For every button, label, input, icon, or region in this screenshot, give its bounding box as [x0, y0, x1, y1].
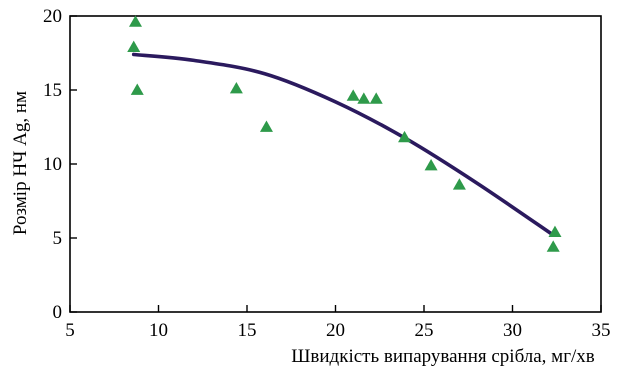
x-axis-label: Швидкість випарування срібла, мг/хв: [291, 346, 595, 367]
trend-line: [131, 52, 556, 237]
data-point: [127, 40, 141, 52]
data-point: [452, 178, 466, 190]
y-tick-label: 0: [53, 302, 63, 323]
plot-border: [69, 15, 602, 313]
x-tick-label: 35: [592, 320, 611, 341]
data-point: [548, 225, 562, 237]
y-tick-label: 10: [43, 154, 62, 175]
y-tick-label: 15: [43, 80, 62, 101]
data-point: [424, 158, 438, 171]
data-point: [229, 82, 243, 94]
data-point: [369, 92, 383, 104]
y-tick-label: 5: [53, 228, 63, 249]
data-point: [130, 83, 144, 95]
x-tick-label: 20: [326, 320, 345, 341]
data-point: [546, 240, 560, 252]
x-tick-label: 5: [65, 320, 75, 341]
x-tick-label: 10: [149, 320, 168, 341]
data-point: [128, 15, 142, 27]
x-tick-label: 15: [238, 320, 257, 341]
y-tick-label: 20: [43, 6, 62, 27]
x-tick-label: 25: [415, 320, 434, 341]
y-axis-label: Розмір НЧ Ag, нм: [10, 91, 31, 235]
data-point: [357, 92, 371, 104]
data-point: [259, 120, 273, 132]
x-axis: 5 10 15 20 25 30 35: [65, 305, 611, 341]
x-tick-label: 30: [503, 320, 522, 341]
data-point: [346, 89, 360, 101]
data-points: [127, 15, 562, 252]
data-point: [398, 130, 412, 143]
trend-line-layer: [131, 52, 556, 237]
plot-frame: [69, 15, 602, 313]
y-axis: 0 5 10 15 20: [43, 6, 77, 323]
